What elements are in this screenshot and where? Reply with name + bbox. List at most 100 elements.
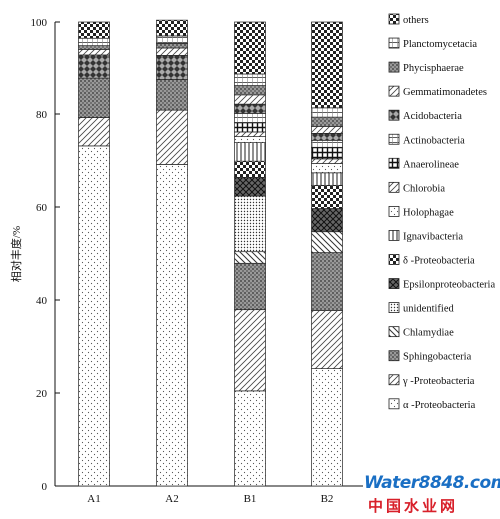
bar-segment bbox=[234, 73, 266, 86]
watermark-line2: 中国水业网 bbox=[368, 497, 459, 515]
legend-label: Chlamydiae bbox=[403, 328, 454, 339]
legend-swatch bbox=[388, 326, 400, 338]
legend-swatch bbox=[388, 157, 400, 169]
bar-segment bbox=[311, 126, 343, 134]
y-tick-label: 0 bbox=[42, 481, 48, 493]
legend-label: α -Proteobacteria bbox=[403, 400, 476, 411]
legend-swatch bbox=[388, 85, 400, 97]
x-tick-label: B1 bbox=[244, 493, 257, 505]
bar-segment bbox=[234, 21, 266, 75]
bar-segment bbox=[234, 136, 266, 143]
y-axis-label: 相对丰度/% bbox=[9, 226, 23, 282]
legend-swatch bbox=[388, 230, 400, 241]
bar-segment bbox=[156, 164, 188, 487]
bar-segment bbox=[234, 94, 266, 105]
bar-segment bbox=[78, 117, 110, 147]
legend-swatch bbox=[388, 278, 400, 289]
bar-segment bbox=[311, 208, 343, 233]
bar-segment bbox=[234, 85, 266, 96]
bar-segment bbox=[234, 251, 266, 264]
bar-segment bbox=[156, 79, 188, 111]
bar-segment bbox=[311, 107, 343, 118]
legend-label: Chlorobia bbox=[403, 183, 445, 194]
legend-swatch bbox=[388, 254, 400, 265]
bar-segment bbox=[234, 309, 266, 392]
bar-segment bbox=[311, 133, 343, 141]
bar-segment bbox=[156, 42, 188, 49]
bar-segment bbox=[234, 131, 266, 137]
bar-segment bbox=[311, 139, 343, 148]
bar-segment bbox=[234, 122, 266, 133]
bar-segment bbox=[156, 109, 188, 165]
bar-segment bbox=[78, 21, 110, 39]
y-tick-label: 20 bbox=[36, 388, 48, 400]
legend-swatch bbox=[388, 205, 400, 217]
legend-swatch bbox=[388, 37, 400, 49]
x-tick-labels: A1 A2 B1 B2 bbox=[87, 493, 333, 505]
watermark-logo: Water8848.com 中国水业网 bbox=[364, 473, 500, 519]
legend-label: Holophagae bbox=[403, 207, 454, 218]
legend-swatch bbox=[388, 13, 400, 25]
legend-swatch bbox=[388, 398, 400, 410]
bar-segment bbox=[311, 368, 343, 487]
bar-segment bbox=[78, 45, 110, 50]
bar-segment bbox=[311, 163, 343, 174]
legend-label: Gemmatimonadetes bbox=[403, 87, 487, 98]
legend-label: Ignavibacteria bbox=[403, 231, 463, 242]
legend-label: others bbox=[403, 15, 429, 26]
bar-segment bbox=[156, 55, 188, 80]
bar-segment bbox=[234, 142, 266, 162]
legend-swatch bbox=[388, 109, 400, 121]
bar-segment bbox=[311, 146, 343, 160]
bar-segment bbox=[234, 195, 266, 253]
bar-segment bbox=[234, 262, 266, 311]
bar-segment bbox=[78, 54, 110, 79]
legend-label: Epsilonproteobacteria bbox=[403, 280, 495, 291]
watermark-line1: Water8848.com bbox=[364, 473, 500, 493]
bars-group bbox=[78, 19, 343, 487]
y-tick-label: 40 bbox=[36, 295, 48, 307]
legend-label: γ -Proteobacteria bbox=[402, 376, 475, 387]
bar-segment bbox=[234, 103, 266, 114]
legend-swatch bbox=[388, 61, 400, 73]
bar-segment bbox=[311, 310, 343, 369]
y-tick-labels: 0 20 40 60 80 100 bbox=[31, 17, 48, 493]
bar-segment bbox=[234, 113, 266, 124]
bar-segment bbox=[311, 158, 343, 164]
x-tick-label: B2 bbox=[321, 493, 334, 505]
legend-swatch bbox=[388, 350, 400, 362]
legend-label: Sphingobacteria bbox=[403, 352, 472, 363]
legend-label: Planctomycetacia bbox=[403, 39, 477, 50]
bar-segment bbox=[311, 252, 343, 311]
bar-segment bbox=[234, 390, 266, 487]
legend-swatch bbox=[388, 302, 400, 314]
y-tick-label: 80 bbox=[36, 109, 48, 121]
bar-segment bbox=[78, 49, 110, 56]
legend-label: unidentified bbox=[403, 304, 454, 315]
bar-segment bbox=[311, 231, 343, 253]
bar-segment bbox=[156, 35, 188, 44]
bar-segment bbox=[234, 160, 266, 178]
bar-segment bbox=[234, 177, 266, 197]
x-tick-label: A1 bbox=[87, 493, 100, 505]
bar-segment bbox=[78, 37, 110, 47]
y-tick-label: 100 bbox=[31, 17, 48, 29]
bar-segment bbox=[156, 19, 188, 37]
bar-segment bbox=[311, 21, 343, 109]
legend-label: Anaerolineae bbox=[403, 159, 459, 170]
legend-swatch bbox=[388, 133, 400, 145]
legend-label: Acidobacteria bbox=[403, 111, 462, 122]
x-tick-label: A2 bbox=[165, 493, 178, 505]
bar-segment bbox=[78, 145, 110, 487]
bar-segment bbox=[78, 77, 110, 118]
bar-segment bbox=[311, 172, 343, 186]
legend-label: Phycisphaerae bbox=[403, 63, 464, 74]
bar-segment bbox=[311, 116, 343, 127]
legend-label: Actinobacteria bbox=[403, 135, 465, 146]
legend: others Planctomycetacia Phycisphaerae Gemma… bbox=[388, 13, 495, 411]
legend-swatch bbox=[388, 374, 400, 386]
legend-label: δ -Proteobacteria bbox=[403, 256, 475, 267]
bar-segment bbox=[311, 184, 343, 209]
legend-swatch bbox=[388, 181, 400, 193]
